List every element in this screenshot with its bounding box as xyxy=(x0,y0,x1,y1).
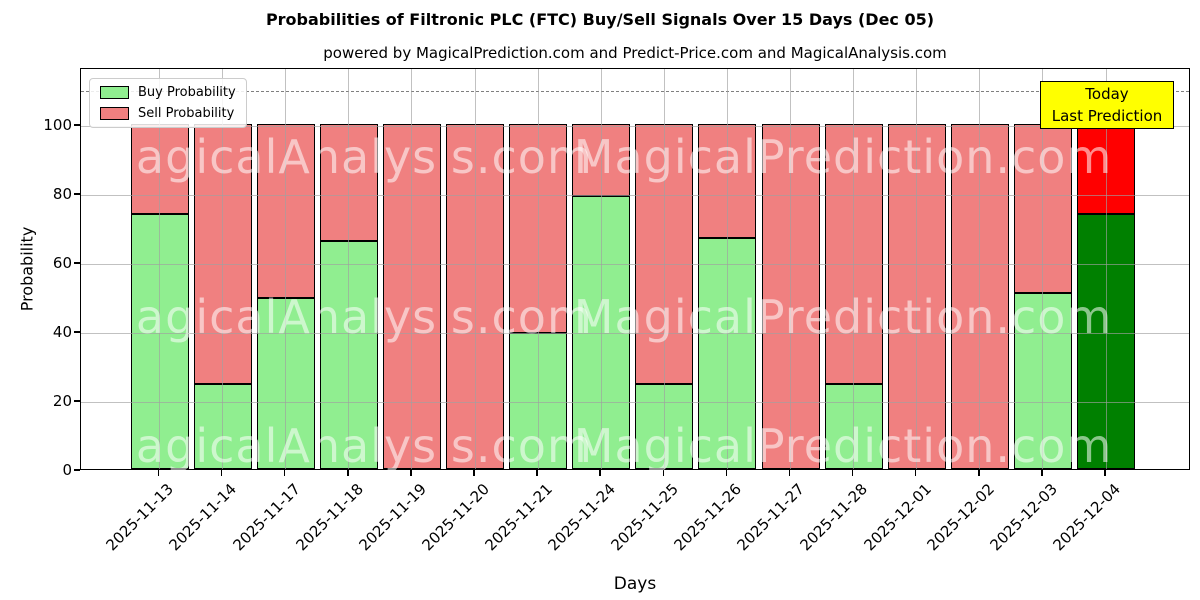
x-gridline xyxy=(411,69,413,469)
x-tick-mark xyxy=(788,470,791,476)
x-tick-label: 2025-11-25 xyxy=(607,480,683,555)
y-tick-mark xyxy=(74,124,80,126)
watermark-prediction: MagicalPrediction.com xyxy=(573,290,1113,344)
x-tick-label: 2025-11-13 xyxy=(102,480,178,555)
x-axis-label: Days xyxy=(613,574,657,594)
x-tick-mark xyxy=(978,470,980,476)
y-tick-label: 80 xyxy=(52,184,72,203)
watermark-analysis: MagicalAnalysis.com xyxy=(95,130,593,184)
x-gridline xyxy=(348,69,350,469)
x-tick-label: 2025-11-21 xyxy=(481,480,556,555)
x-gridline xyxy=(790,69,791,469)
x-gridline xyxy=(159,69,160,469)
x-tick-label: 2025-11-19 xyxy=(355,480,430,555)
x-tick-label: 2025-12-04 xyxy=(1049,480,1124,555)
x-tick-label: 2025-11-28 xyxy=(796,480,872,555)
watermark-prediction: MagicalPrediction.com xyxy=(573,419,1113,473)
x-gridline xyxy=(726,69,728,469)
x-tick-mark xyxy=(599,470,601,476)
x-gridline xyxy=(1042,69,1044,469)
y-gridline xyxy=(81,263,1189,265)
x-tick-mark xyxy=(1041,470,1043,476)
y-tick-mark xyxy=(74,469,80,471)
x-tick-label: 2025-11-27 xyxy=(733,480,809,555)
x-tick-label: 2025-11-14 xyxy=(165,480,241,555)
x-gridline xyxy=(853,69,855,469)
x-gridline xyxy=(1105,69,1107,469)
sell-swatch-icon xyxy=(100,107,129,120)
x-tick-mark xyxy=(473,470,475,476)
x-tick-mark xyxy=(347,470,349,476)
today-annotation: Today Last Prediction xyxy=(1040,81,1174,129)
chart-title: Probabilities of Filtronic PLC (FTC) Buy… xyxy=(265,10,935,29)
watermark-prediction: MagicalPrediction.com xyxy=(573,130,1113,184)
x-tick-label: 2025-11-20 xyxy=(418,480,493,555)
x-gridline xyxy=(600,69,602,469)
x-tick-mark xyxy=(914,470,917,476)
x-tick-label: 2025-11-17 xyxy=(229,480,304,555)
x-tick-mark xyxy=(662,470,665,476)
y-tick-mark xyxy=(74,262,80,264)
x-gridline xyxy=(222,69,224,469)
x-gridline xyxy=(979,69,981,469)
y-tick-label: 100 xyxy=(43,115,72,134)
x-tick-mark xyxy=(157,470,160,476)
x-tick-label: 2025-11-24 xyxy=(544,480,619,555)
buy-swatch-icon xyxy=(100,86,129,99)
dashed-threshold-line xyxy=(81,91,1189,93)
y-tick-label: 60 xyxy=(52,253,72,272)
y-tick-mark xyxy=(74,400,80,402)
x-tick-label: 2025-11-26 xyxy=(670,480,746,555)
y-gridline xyxy=(81,194,1189,196)
y-gridline xyxy=(81,332,1189,334)
legend-item-sell: Sell Probability xyxy=(100,106,236,121)
x-tick-mark xyxy=(220,470,223,476)
x-tick-mark xyxy=(725,470,728,476)
x-gridline xyxy=(285,69,287,469)
plot-area: Buy Probability Sell Probability Today L… xyxy=(80,68,1190,473)
x-tick-mark xyxy=(283,470,286,476)
x-tick-mark xyxy=(1104,470,1106,476)
y-tick-label: 20 xyxy=(52,391,72,410)
watermark-analysis: MagicalAnalysis.com xyxy=(95,290,593,344)
x-gridline xyxy=(474,69,476,469)
x-gridline xyxy=(916,69,918,469)
today-line1: Today xyxy=(1085,85,1129,103)
today-line2: Last Prediction xyxy=(1051,107,1163,125)
legend: Buy Probability Sell Probability xyxy=(89,78,247,128)
x-tick-mark xyxy=(410,470,412,476)
y-tick-mark xyxy=(74,193,80,195)
x-tick-mark xyxy=(536,470,538,476)
legend-label-sell: Sell Probability xyxy=(138,106,235,121)
x-gridline xyxy=(537,69,539,469)
legend-label-buy: Buy Probability xyxy=(138,85,236,100)
legend-item-buy: Buy Probability xyxy=(100,85,236,100)
y-tick-label: 40 xyxy=(52,322,72,341)
x-gridline xyxy=(663,69,665,469)
watermark-analysis: MagicalAnalysis.com xyxy=(95,419,593,473)
x-tick-label: 2025-12-03 xyxy=(986,480,1061,555)
y-gridline xyxy=(81,401,1189,403)
y-tick-mark xyxy=(74,331,80,333)
x-tick-label: 2025-12-01 xyxy=(860,480,935,555)
y-tick-label: 0 xyxy=(62,461,72,479)
x-tick-mark xyxy=(851,470,854,476)
chart-subtitle: powered by MagicalPrediction.com and Pre… xyxy=(323,44,947,62)
y-gridline xyxy=(81,125,1189,127)
